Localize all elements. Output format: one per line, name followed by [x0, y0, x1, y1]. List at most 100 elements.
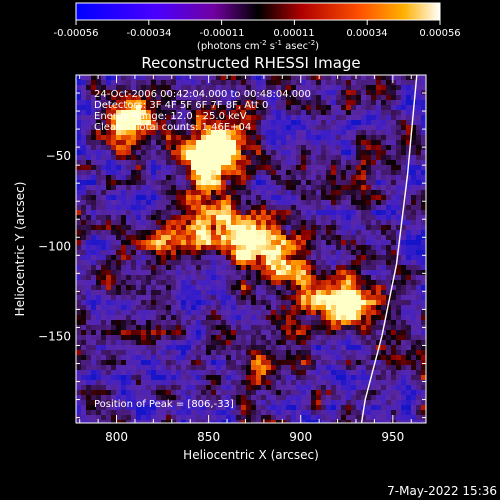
- heatmap-cell: [296, 200, 302, 206]
- heatmap-cell: [121, 180, 127, 186]
- heatmap-cell: [81, 230, 87, 236]
- heatmap-cell: [321, 275, 327, 281]
- heatmap-cell: [291, 330, 297, 336]
- heatmap-cell: [226, 320, 232, 326]
- heatmap-cell: [176, 105, 182, 111]
- heatmap-cell: [231, 280, 237, 286]
- heatmap-cell: [166, 420, 172, 423]
- heatmap-cell: [406, 130, 412, 136]
- heatmap-cell: [181, 170, 187, 176]
- heatmap-cell: [356, 245, 362, 251]
- heatmap-cell: [381, 165, 387, 171]
- heatmap-cell: [191, 160, 197, 166]
- heatmap-cell: [301, 135, 307, 141]
- heatmap-cell: [111, 75, 117, 81]
- heatmap-cell: [96, 355, 102, 361]
- heatmap-cell: [371, 360, 377, 366]
- heatmap-cell: [156, 120, 162, 126]
- heatmap-cell: [181, 185, 187, 191]
- heatmap-cell: [271, 240, 277, 246]
- heatmap-cell: [301, 410, 307, 416]
- heatmap-cell: [211, 200, 217, 206]
- heatmap-cell: [376, 390, 382, 396]
- heatmap-cell: [111, 95, 117, 101]
- heatmap-cell: [216, 365, 222, 371]
- heatmap-cell: [236, 105, 242, 111]
- heatmap-cell: [101, 400, 107, 406]
- heatmap-cell: [251, 410, 257, 416]
- heatmap-cell: [331, 230, 337, 236]
- heatmap-cell: [376, 280, 382, 286]
- heatmap-cell: [161, 300, 167, 306]
- heatmap-cell: [316, 325, 322, 331]
- heatmap-cell: [91, 405, 97, 411]
- heatmap-cell: [331, 110, 337, 116]
- heatmap-cell: [151, 230, 157, 236]
- heatmap-cell: [136, 115, 142, 121]
- heatmap-cell: [241, 80, 247, 86]
- heatmap-cell: [141, 385, 147, 391]
- heatmap-cell: [421, 80, 426, 86]
- heatmap-cell: [81, 270, 87, 276]
- heatmap-cell: [231, 120, 237, 126]
- heatmap-cell: [331, 420, 337, 423]
- heatmap-cell: [301, 320, 307, 326]
- heatmap-cell: [81, 275, 87, 281]
- heatmap-cell: [226, 245, 232, 251]
- heatmap-cell: [236, 270, 242, 276]
- heatmap-cell: [256, 180, 262, 186]
- heatmap-cell: [81, 290, 87, 296]
- heatmap-cell: [396, 410, 402, 416]
- heatmap-cell: [101, 375, 107, 381]
- heatmap-cell: [356, 370, 362, 376]
- heatmap-cell: [136, 355, 142, 361]
- heatmap-cell: [321, 75, 327, 81]
- heatmap-cell: [346, 125, 352, 131]
- heatmap-cell: [216, 370, 222, 376]
- heatmap-cell: [191, 240, 197, 246]
- heatmap-cell: [366, 215, 372, 221]
- heatmap-cell: [136, 290, 142, 296]
- heatmap-cell: [156, 295, 162, 301]
- heatmap-cell: [231, 360, 237, 366]
- heatmap-cell: [401, 275, 407, 281]
- heatmap-cell: [401, 280, 407, 286]
- heatmap-cell: [376, 300, 382, 306]
- heatmap-cell: [266, 320, 272, 326]
- heatmap-cell: [196, 325, 202, 331]
- heatmap-cell: [321, 370, 327, 376]
- heatmap-cell: [246, 210, 252, 216]
- heatmap-cell: [171, 230, 177, 236]
- heatmap-cell: [311, 330, 317, 336]
- heatmap-cell: [391, 175, 397, 181]
- heatmap-cell: [196, 205, 202, 211]
- heatmap-cell: [341, 195, 347, 201]
- heatmap-cell: [286, 120, 292, 126]
- heatmap-cell: [316, 100, 322, 106]
- heatmap-cell: [266, 100, 272, 106]
- heatmap-cell: [76, 310, 82, 316]
- heatmap-cell: [256, 290, 262, 296]
- heatmap-cell: [106, 225, 112, 231]
- heatmap-cell: [136, 315, 142, 321]
- heatmap-cell: [326, 250, 332, 256]
- heatmap-cell: [381, 395, 387, 401]
- heatmap-cell: [156, 420, 162, 423]
- heatmap-cell: [326, 290, 332, 296]
- heatmap-cell: [176, 245, 182, 251]
- heatmap-cell: [306, 395, 312, 401]
- heatmap-cell: [121, 220, 127, 226]
- heatmap-cell: [116, 190, 122, 196]
- heatmap-cell: [276, 415, 282, 421]
- heatmap-cell: [281, 255, 287, 261]
- heatmap-cell: [346, 300, 352, 306]
- heatmap-cell: [296, 170, 302, 176]
- heatmap-cell: [181, 250, 187, 256]
- heatmap-cell: [366, 110, 372, 116]
- heatmap-cell: [266, 345, 272, 351]
- heatmap-cell: [326, 205, 332, 211]
- heatmap-cell: [306, 405, 312, 411]
- heatmap-cell: [151, 365, 157, 371]
- heatmap-cell: [311, 155, 317, 161]
- heatmap-cell: [256, 390, 262, 396]
